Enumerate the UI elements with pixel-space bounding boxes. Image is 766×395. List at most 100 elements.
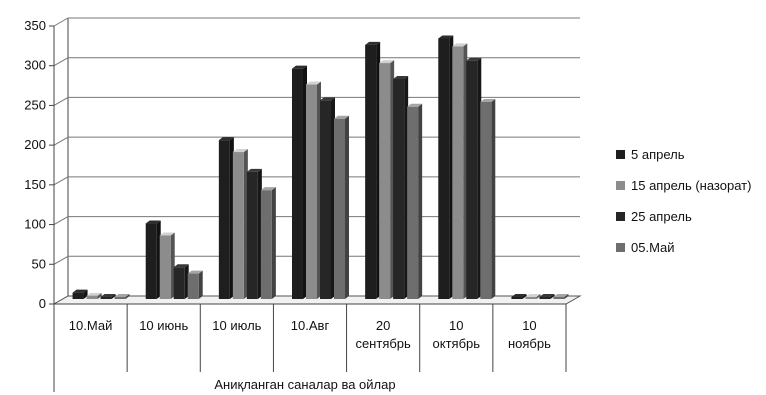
bar-front	[480, 102, 492, 299]
y-tick-label: 250	[24, 97, 46, 112]
legend-label: 05.Май	[631, 240, 675, 255]
bar-top	[86, 292, 102, 296]
bar-side	[198, 270, 203, 299]
bar	[511, 294, 527, 299]
bar	[100, 294, 116, 299]
bar-front	[334, 118, 345, 299]
gridline-side	[53, 96, 69, 106]
x-tick-label: ноябрь	[508, 336, 551, 351]
bar-top	[159, 232, 175, 236]
legend-swatch	[616, 150, 625, 159]
bar-front	[292, 68, 303, 300]
bar-top	[173, 264, 189, 268]
bar-top	[379, 60, 395, 64]
bar-front	[232, 152, 244, 299]
bar	[86, 292, 102, 299]
bar	[145, 220, 161, 299]
bar	[365, 41, 381, 300]
bar-side	[536, 294, 541, 299]
bar-top	[232, 149, 248, 153]
bar	[525, 294, 541, 299]
bar-top	[72, 289, 88, 293]
bar-side	[418, 103, 423, 299]
bar	[379, 60, 395, 300]
legend-swatch	[616, 212, 625, 221]
bar	[114, 294, 130, 299]
bar-top	[320, 97, 335, 101]
bar-front	[114, 297, 126, 299]
x-tick-label: 10 июнь	[139, 318, 188, 333]
y-tick-label: 100	[24, 217, 46, 232]
bar-top	[218, 137, 234, 141]
gridline-side	[53, 57, 69, 67]
gridline-side	[53, 216, 69, 226]
legend-swatch	[616, 243, 625, 252]
y-tick-label: 350	[24, 18, 46, 33]
bar-side	[125, 294, 130, 299]
bar	[553, 294, 569, 299]
bar-top	[114, 294, 130, 297]
bar-top	[452, 43, 468, 47]
bar	[72, 289, 88, 299]
bar-front	[260, 190, 272, 299]
y-tick-label: 300	[24, 58, 46, 73]
gridline-side	[53, 255, 69, 265]
y-tick-label: 0	[39, 296, 46, 311]
bar-top	[292, 65, 307, 69]
x-axis-label: Аниқланган саналар ва ойлар	[214, 377, 395, 392]
y-axis: 0 50 100 150 200 250 300 350	[24, 18, 55, 311]
bar-top	[334, 115, 349, 119]
legend-label: 5 апрель	[631, 147, 685, 162]
bar-front	[379, 63, 391, 300]
y-tick-label: 200	[24, 137, 46, 152]
bar-front	[393, 78, 405, 300]
bar-front	[72, 292, 84, 299]
legend-swatch	[616, 181, 625, 190]
legend-label: 25 апрель	[631, 209, 692, 224]
legend-entry: 05.Май	[616, 240, 675, 255]
bar	[173, 264, 189, 299]
bar-front	[100, 297, 112, 299]
x-tick-label: 10	[449, 318, 463, 333]
bar-top	[511, 294, 527, 297]
x-tick-label: октябрь	[433, 336, 481, 351]
x-tick-label: 20	[376, 318, 390, 333]
bar-top	[407, 103, 423, 107]
bar-front	[438, 38, 450, 300]
bar-front	[452, 46, 464, 299]
legend-entry: 25 апрель	[616, 209, 692, 224]
bar-top	[525, 294, 541, 297]
bar-top	[260, 187, 276, 191]
bars	[72, 35, 569, 300]
legend-entry: 15 апрель (назорат)	[616, 178, 751, 193]
bar-side	[97, 292, 102, 299]
bar	[393, 75, 409, 300]
bar-top	[438, 35, 454, 39]
bar-top	[553, 294, 569, 297]
bar-front	[187, 273, 199, 299]
bar-top	[187, 270, 203, 274]
bar-front	[466, 60, 478, 299]
bar-top	[365, 41, 381, 45]
legend-label: 15 апрель (назорат)	[631, 178, 751, 193]
bar-front	[145, 223, 157, 299]
bar-top	[306, 81, 321, 85]
bar-front	[86, 295, 98, 299]
legend: 5 апрель 15 апрель (назорат) 25 апрель 05.М…	[616, 147, 751, 255]
bar-side	[345, 115, 349, 299]
x-tick-label: 10.Авг	[291, 318, 330, 333]
bar-side	[111, 294, 116, 299]
bar-top	[480, 99, 496, 103]
bar-top	[145, 220, 161, 224]
bar	[480, 99, 496, 299]
bar-front	[539, 297, 551, 299]
bar-front	[525, 297, 537, 299]
bar-side	[550, 294, 555, 299]
bar	[292, 65, 307, 300]
x-axis: 10.Май 10 июнь 10 июль 10.Авг 20 сентябрь 10 ок…	[53, 303, 567, 392]
bar-front	[306, 84, 317, 300]
bar-top	[466, 57, 482, 61]
bar	[159, 232, 175, 299]
bar-front	[246, 171, 258, 299]
x-tick-label: сентябрь	[355, 336, 411, 351]
